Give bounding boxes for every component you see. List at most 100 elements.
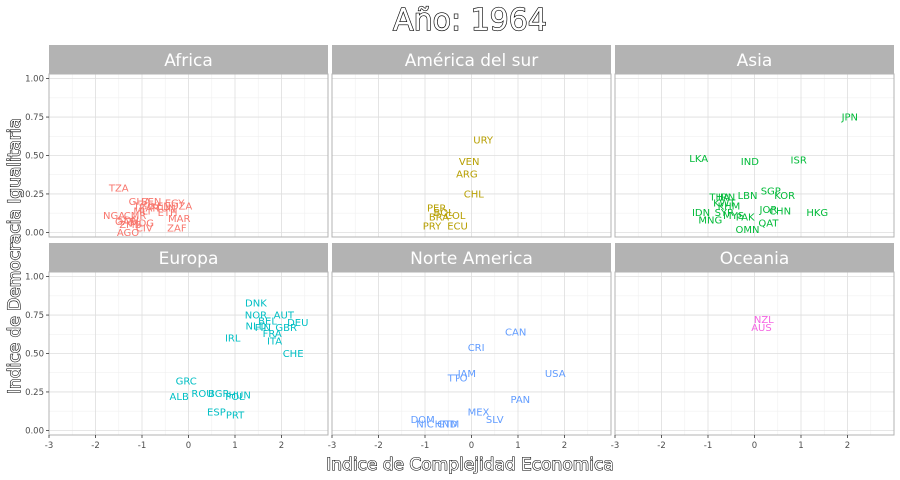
- point-label-nga: NGA: [103, 211, 125, 222]
- point-label-hun: HUN: [228, 391, 250, 402]
- point-label-tha: THA: [708, 193, 730, 204]
- point-label-grc: GRC: [176, 377, 197, 388]
- point-label-esp: ESP: [207, 407, 226, 418]
- point-label-dza: DZA: [171, 202, 193, 213]
- x-tick-label: 2: [845, 441, 850, 451]
- y-tick-label: 0.00: [25, 228, 44, 238]
- point-label-dnk: DNK: [245, 298, 267, 309]
- point-label-aus: AUS: [751, 323, 772, 334]
- y-tick-label: 0.25: [25, 388, 44, 398]
- x-tick-label: -2: [374, 441, 382, 451]
- x-tick-label: -3: [45, 441, 53, 451]
- point-label-aut: AUT: [274, 311, 295, 322]
- panel-strip: [332, 243, 611, 272]
- point-label-ken: KEN: [150, 202, 170, 213]
- point-label-fin: FIN: [255, 323, 271, 334]
- y-tick-label: 1.00: [25, 273, 44, 283]
- point-label-fra: FRA: [263, 329, 282, 340]
- point-label-gab: GAB: [115, 217, 137, 228]
- x-tick-label: -3: [611, 441, 619, 451]
- point-label-per: PER: [427, 203, 446, 214]
- point-label-sen: SEN: [141, 197, 161, 208]
- point-label-ago: AGO: [117, 228, 139, 239]
- point-label-omn: OMN: [736, 225, 760, 236]
- panel-strip-label: Africa: [164, 51, 213, 71]
- point-label-irn: IRN: [718, 193, 735, 204]
- point-label-can: CAN: [505, 327, 526, 338]
- x-axis-title: Indice de Complejidad Economica: [326, 455, 614, 475]
- point-label-nzl: NZL: [754, 315, 774, 326]
- point-label-gha: GHA: [129, 197, 151, 208]
- panel-strip-label: Asia: [737, 51, 773, 71]
- point-label-mli: MLI: [133, 206, 150, 217]
- point-label-mex: MEX: [468, 407, 490, 418]
- panel-strip-label: Europa: [159, 249, 219, 269]
- x-tick-label: 0: [752, 441, 757, 451]
- point-label-dom: DOM: [411, 415, 435, 426]
- panel-strip: [615, 243, 894, 272]
- point-label-eth: ETH: [158, 208, 178, 219]
- point-label-zaf: ZAF: [167, 223, 187, 234]
- point-label-gtm: GTM: [437, 420, 459, 431]
- point-label-tgo: TGO: [132, 202, 155, 213]
- panel-strip: [49, 45, 328, 74]
- y-tick-label: 0.50: [25, 350, 44, 360]
- point-label-pan: PAN: [510, 395, 530, 406]
- point-label-irl: IRL: [225, 334, 241, 345]
- point-label-jor: JOR: [759, 205, 778, 216]
- panel-border: [331, 73, 612, 238]
- point-label-zmb: ZMB: [119, 220, 141, 231]
- point-label-ury: URY: [473, 136, 494, 147]
- y-tick-label: 0.00: [25, 426, 44, 436]
- point-label-pak: PAK: [736, 213, 755, 224]
- x-tick-label: 2: [562, 441, 567, 451]
- point-label-lbn: LBN: [738, 191, 758, 202]
- point-label-ecu: ECU: [447, 222, 468, 233]
- point-label-bel: BEL: [258, 317, 277, 328]
- point-label-mng: MNG: [698, 216, 722, 227]
- x-tick-label: 2: [279, 441, 284, 451]
- panel-strip-label: América del sur: [405, 51, 539, 71]
- panel-strip: [615, 45, 894, 74]
- point-label-jam: JAM: [457, 369, 476, 380]
- point-label-jpn: JPN: [841, 113, 858, 124]
- point-label-kwt: KWT: [713, 199, 736, 210]
- point-label-nic: NIC: [416, 420, 433, 431]
- point-label-prt: PRT: [226, 411, 245, 422]
- chart-title: Año: 1964: [393, 3, 547, 38]
- x-tick-label: 1: [232, 441, 237, 451]
- point-label-gbr: GBR: [275, 323, 297, 334]
- point-label-nor: NOR: [245, 311, 267, 322]
- x-tick-label: 0: [186, 441, 191, 451]
- point-label-egy: EGY: [165, 199, 186, 210]
- point-label-ita: ITA: [267, 337, 282, 348]
- y-tick-label: 1.00: [25, 75, 44, 85]
- x-tick-label: 0: [469, 441, 474, 451]
- panel-strip: [332, 45, 611, 74]
- point-label-lka: LKA: [689, 154, 708, 165]
- point-label-idn: IDN: [692, 208, 710, 219]
- point-label-pol: POL: [225, 392, 245, 403]
- panel-strip: [49, 243, 328, 272]
- point-label-syr: SYR: [715, 208, 734, 219]
- point-label-sgp: SGP: [761, 186, 781, 197]
- point-label-hkg: HKG: [806, 208, 828, 219]
- y-tick-label: 0.25: [25, 190, 44, 200]
- point-label-deu: DEU: [287, 318, 308, 329]
- point-label-zar: ZAR: [139, 203, 160, 214]
- point-label-che: CHE: [283, 349, 304, 360]
- y-tick-label: 0.50: [25, 152, 44, 162]
- point-label-kor: KOR: [774, 191, 795, 202]
- point-label-usa: USA: [545, 369, 566, 380]
- panel-norte-america: Norte America -3 -2 -1 0 1 2 CAN CRI JAM USA TTO PAN…: [328, 243, 612, 451]
- x-tick-label: 1: [798, 441, 803, 451]
- point-label-ind: IND: [741, 157, 759, 168]
- x-tick-label: -3: [328, 441, 336, 451]
- point-label-ven: VEN: [459, 157, 480, 168]
- point-label-arg: ARG: [456, 169, 478, 180]
